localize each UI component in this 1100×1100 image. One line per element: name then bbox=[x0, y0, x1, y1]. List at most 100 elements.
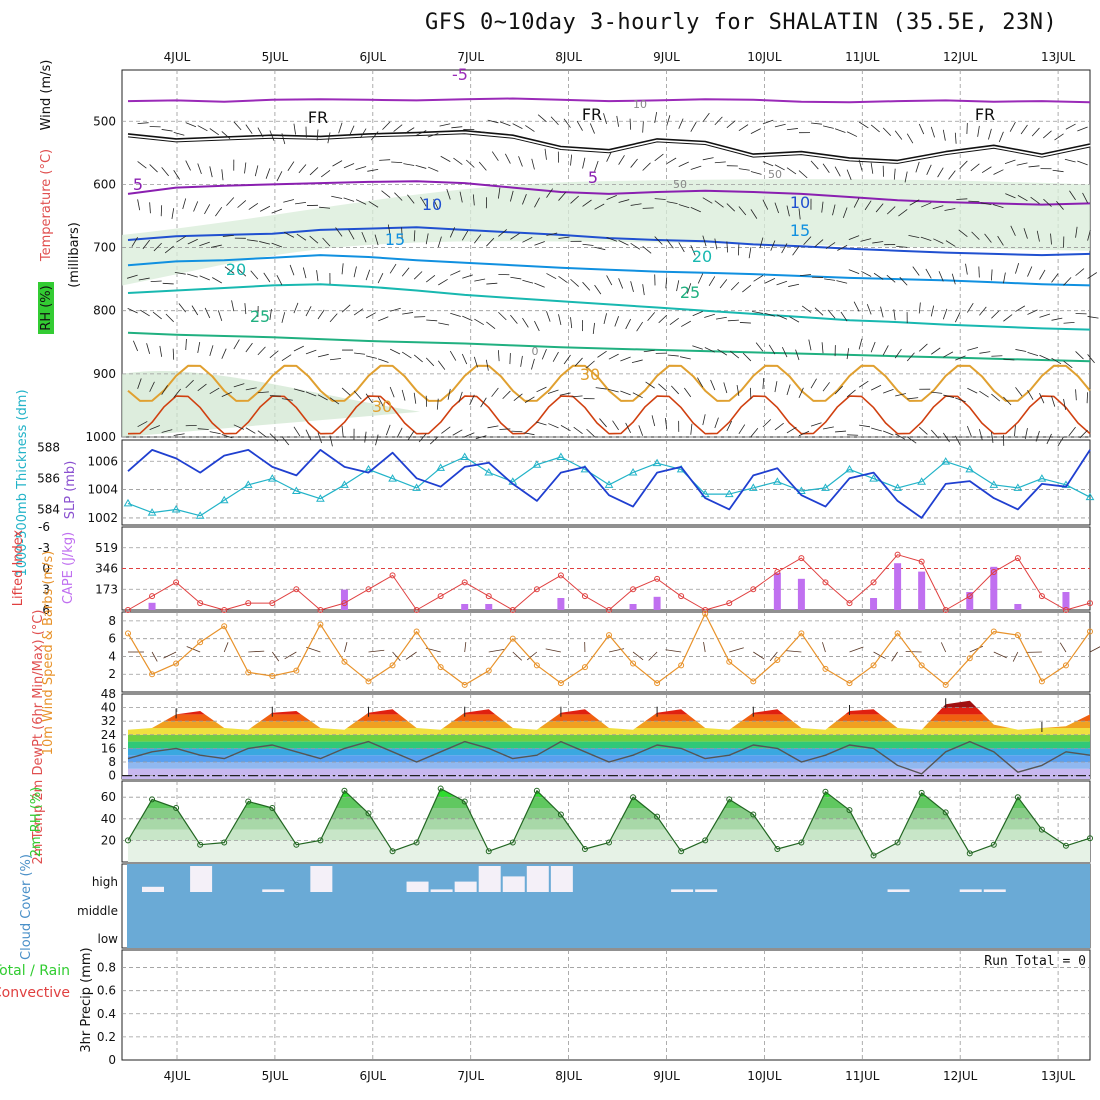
wind-barb bbox=[968, 200, 980, 203]
lifted-index-point bbox=[918, 558, 925, 565]
wind-speed-point bbox=[846, 680, 853, 687]
wind-barb bbox=[259, 241, 270, 245]
li-tick: 3 bbox=[42, 582, 50, 596]
wind-barb bbox=[322, 237, 331, 247]
wind-barb bbox=[250, 270, 259, 280]
wind-barb bbox=[174, 271, 186, 275]
contour-label: 50 bbox=[768, 168, 782, 181]
thickness-point bbox=[388, 474, 397, 482]
wind-barb bbox=[1063, 398, 1066, 410]
wind-barb bbox=[497, 187, 501, 199]
wind-barb bbox=[224, 266, 235, 274]
high-cloud-bar bbox=[310, 866, 333, 892]
wind-barb bbox=[305, 306, 312, 317]
wind-barb bbox=[197, 342, 201, 353]
wind-barb bbox=[736, 385, 740, 396]
rh-point bbox=[990, 841, 997, 848]
precip-tick: 0.8 bbox=[97, 961, 116, 975]
wind-barb bbox=[283, 199, 295, 203]
wind-barb bbox=[197, 428, 209, 430]
panel-frame-wind bbox=[121, 611, 1091, 693]
wind-barb bbox=[803, 236, 812, 246]
wind-barb bbox=[522, 279, 534, 284]
wind-barb bbox=[814, 239, 824, 248]
wind-barb bbox=[959, 160, 968, 170]
wind-barb bbox=[1079, 429, 1088, 439]
wind-barb bbox=[918, 343, 928, 352]
wind-barb bbox=[293, 345, 304, 352]
wind-barb bbox=[486, 237, 495, 247]
wind-barb bbox=[625, 318, 632, 330]
wind-barb bbox=[704, 313, 715, 318]
cape-bar bbox=[966, 592, 974, 610]
wind10m-barb bbox=[753, 651, 765, 660]
wind-barb bbox=[1075, 268, 1085, 276]
wind-barb bbox=[231, 300, 235, 312]
wind-barb bbox=[462, 274, 473, 279]
wind-barb bbox=[714, 417, 719, 429]
wind-barb bbox=[915, 161, 920, 173]
wind-barb bbox=[786, 205, 790, 217]
wind-barb bbox=[185, 338, 187, 351]
wind-barb bbox=[552, 351, 559, 362]
wind-barb bbox=[162, 282, 174, 285]
pressure-tick-label: 600 bbox=[93, 177, 116, 191]
cloud-row-label: high bbox=[92, 875, 118, 889]
thickness-point bbox=[340, 480, 349, 488]
wind10m-barb bbox=[464, 641, 467, 653]
lifted-index-point bbox=[1062, 607, 1069, 613]
wind-barb bbox=[534, 241, 545, 246]
lifted-index-point bbox=[461, 579, 468, 586]
high-cloud-bar bbox=[142, 886, 164, 892]
thickness-point bbox=[1085, 492, 1095, 501]
top-date-axis: 4JUL 5JUL 6JUL 7JUL 8JUL 9JUL 10JUL 11JUL 12JUL 1… bbox=[164, 50, 1076, 64]
wind-speed-point bbox=[942, 681, 949, 688]
wind-barb bbox=[715, 316, 727, 320]
wind-barb bbox=[1035, 430, 1040, 442]
wind-speed-point bbox=[437, 664, 444, 671]
wind-speed-point bbox=[533, 662, 540, 669]
wind-barb bbox=[245, 342, 253, 353]
wind-barb bbox=[937, 167, 944, 178]
wind-barb bbox=[1086, 392, 1088, 404]
wind-barb bbox=[451, 126, 463, 129]
wind10m-barb bbox=[488, 649, 505, 653]
wind-barb bbox=[427, 166, 439, 172]
wind-barb bbox=[366, 355, 377, 359]
wind-barb bbox=[886, 206, 896, 215]
dewpoint-line bbox=[127, 740, 1091, 775]
wind-barb bbox=[349, 125, 355, 136]
wind-barb bbox=[671, 385, 680, 395]
top-date-label: 13JUL bbox=[1041, 50, 1076, 64]
lifted-index-point bbox=[870, 579, 877, 586]
wind-barb bbox=[727, 319, 739, 322]
wind-barb bbox=[504, 153, 511, 164]
panel-frame-precip bbox=[121, 949, 1091, 1061]
wind-barb bbox=[895, 433, 906, 440]
thickness-point bbox=[772, 477, 782, 485]
thickness-point bbox=[821, 483, 830, 491]
wind-barb bbox=[309, 167, 319, 176]
thickness-point bbox=[436, 463, 446, 471]
wind-barb bbox=[702, 414, 706, 426]
wind-barb bbox=[692, 311, 703, 317]
wind-barb bbox=[365, 269, 371, 281]
wind-barb bbox=[997, 235, 1004, 246]
rh-point bbox=[581, 846, 588, 853]
wind-barb bbox=[592, 322, 595, 334]
wind-barb bbox=[298, 164, 307, 174]
wind-barb bbox=[338, 122, 343, 134]
lifted-index-point bbox=[173, 579, 180, 586]
temp-tick: 48 bbox=[101, 687, 116, 701]
wind-barb bbox=[1082, 192, 1088, 203]
wind-barb bbox=[558, 314, 562, 326]
wind-barb bbox=[1054, 133, 1064, 141]
wind-barb bbox=[683, 387, 692, 398]
wind-barb bbox=[979, 390, 989, 398]
cape-bar bbox=[1062, 592, 1070, 610]
wind-barb bbox=[293, 302, 299, 314]
wind-barb bbox=[149, 164, 158, 173]
rh-point bbox=[389, 848, 396, 855]
rh-point bbox=[1062, 842, 1069, 849]
wind-barb bbox=[534, 282, 545, 288]
